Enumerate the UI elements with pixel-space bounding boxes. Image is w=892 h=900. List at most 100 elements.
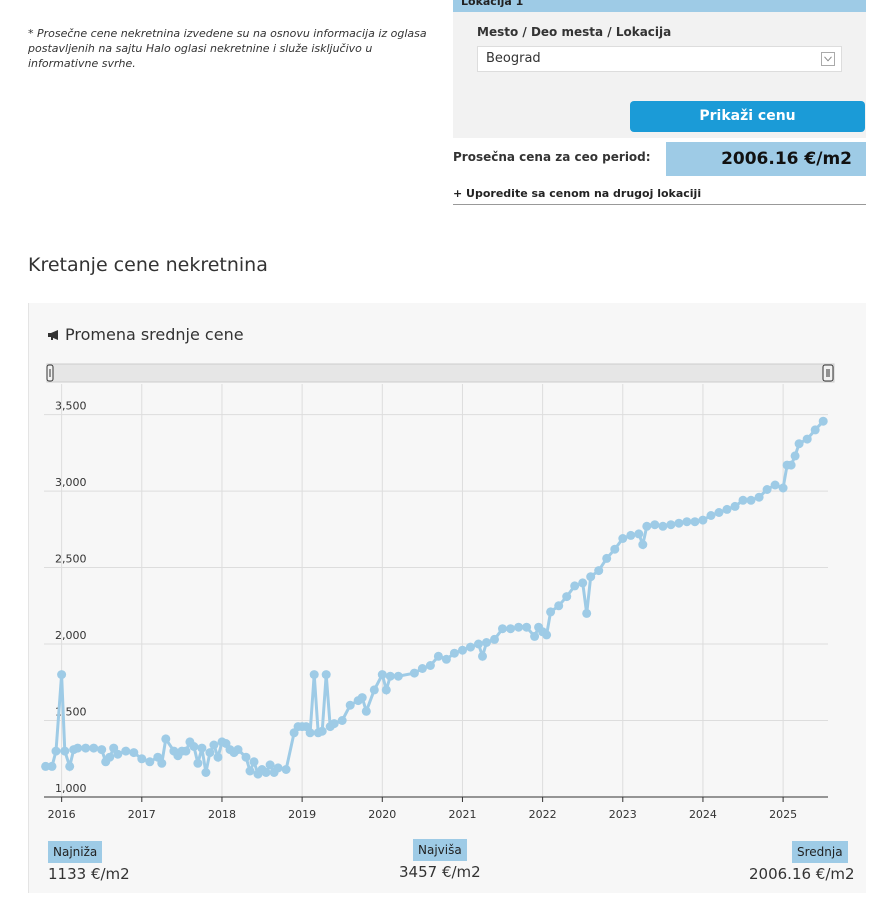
- data-point[interactable]: [714, 508, 724, 517]
- data-point[interactable]: [81, 743, 91, 753]
- data-point[interactable]: [249, 757, 259, 767]
- data-point[interactable]: [137, 754, 147, 764]
- data-point[interactable]: [586, 572, 596, 582]
- data-point[interactable]: [337, 716, 347, 725]
- data-point[interactable]: [818, 416, 828, 426]
- data-point[interactable]: [233, 745, 243, 755]
- data-point[interactable]: [666, 520, 676, 530]
- data-point[interactable]: [357, 693, 367, 703]
- data-point[interactable]: [610, 544, 620, 554]
- data-point[interactable]: [794, 439, 804, 449]
- data-point[interactable]: [205, 748, 215, 758]
- data-point[interactable]: [554, 601, 564, 611]
- data-point[interactable]: [790, 451, 800, 461]
- navigator-bar[interactable]: [46, 363, 835, 383]
- data-point[interactable]: [241, 752, 251, 762]
- data-point[interactable]: [409, 668, 419, 678]
- data-point[interactable]: [441, 654, 451, 664]
- data-point[interactable]: [638, 540, 648, 550]
- data-point[interactable]: [265, 760, 275, 770]
- data-point[interactable]: [57, 670, 67, 680]
- location-tab[interactable]: Lokacija 1: [453, 0, 866, 12]
- data-point[interactable]: [377, 670, 387, 680]
- data-point[interactable]: [722, 504, 732, 514]
- data-point[interactable]: [321, 670, 331, 680]
- data-point[interactable]: [570, 581, 580, 591]
- data-point[interactable]: [51, 746, 61, 756]
- data-point[interactable]: [490, 634, 499, 644]
- data-point[interactable]: [530, 631, 540, 641]
- data-point[interactable]: [73, 743, 83, 753]
- data-point[interactable]: [213, 752, 223, 762]
- navigator-handle-right[interactable]: [822, 364, 834, 382]
- data-point[interactable]: [201, 768, 211, 777]
- data-point[interactable]: [369, 685, 379, 695]
- data-point[interactable]: [594, 566, 604, 576]
- data-point[interactable]: [810, 425, 820, 435]
- data-point[interactable]: [433, 651, 443, 661]
- data-point[interactable]: [345, 700, 355, 710]
- data-point[interactable]: [674, 518, 684, 528]
- data-point[interactable]: [89, 743, 99, 753]
- data-point[interactable]: [193, 758, 203, 768]
- data-point[interactable]: [506, 624, 516, 634]
- data-point[interactable]: [690, 517, 700, 527]
- data-point[interactable]: [474, 639, 483, 649]
- data-point[interactable]: [466, 642, 475, 652]
- data-point[interactable]: [498, 624, 507, 634]
- chevron-down-icon[interactable]: [821, 52, 835, 66]
- data-point[interactable]: [245, 766, 255, 776]
- data-point[interactable]: [618, 534, 628, 543]
- data-point[interactable]: [105, 752, 115, 762]
- data-point[interactable]: [738, 495, 748, 505]
- data-point[interactable]: [181, 746, 191, 756]
- data-point[interactable]: [770, 480, 780, 490]
- data-point[interactable]: [650, 520, 660, 530]
- data-point[interactable]: [746, 495, 756, 505]
- data-point[interactable]: [634, 529, 644, 539]
- data-point[interactable]: [305, 728, 315, 738]
- data-point[interactable]: [161, 734, 171, 744]
- data-point[interactable]: [425, 661, 435, 670]
- data-point[interactable]: [385, 671, 395, 681]
- data-point[interactable]: [113, 749, 123, 759]
- data-point[interactable]: [47, 761, 57, 771]
- data-point[interactable]: [309, 670, 319, 680]
- data-point[interactable]: [478, 651, 487, 661]
- data-point[interactable]: [802, 434, 812, 444]
- data-point[interactable]: [97, 745, 107, 755]
- compare-location-link[interactable]: + Uporedite sa cenom na drugoj lokaciji: [453, 187, 866, 205]
- data-point[interactable]: [281, 765, 291, 774]
- data-point[interactable]: [546, 607, 556, 617]
- data-point[interactable]: [754, 492, 764, 502]
- data-point[interactable]: [209, 740, 219, 750]
- data-point[interactable]: [393, 671, 403, 681]
- data-point[interactable]: [189, 742, 199, 751]
- data-point[interactable]: [121, 746, 131, 756]
- data-point[interactable]: [730, 501, 740, 511]
- data-point[interactable]: [129, 748, 139, 758]
- data-point[interactable]: [60, 746, 70, 756]
- show-price-button[interactable]: Prikaži cenu: [630, 101, 865, 132]
- data-point[interactable]: [642, 521, 652, 531]
- data-point[interactable]: [317, 726, 327, 736]
- navigator-handle-left[interactable]: [46, 364, 54, 382]
- data-point[interactable]: [458, 645, 467, 655]
- data-point[interactable]: [562, 592, 572, 602]
- data-point[interactable]: [682, 517, 692, 527]
- data-point[interactable]: [41, 761, 51, 771]
- data-point[interactable]: [197, 743, 207, 753]
- data-point[interactable]: [449, 648, 459, 658]
- data-point[interactable]: [762, 485, 772, 494]
- data-point[interactable]: [522, 622, 532, 632]
- data-point[interactable]: [65, 761, 75, 771]
- data-point[interactable]: [542, 630, 552, 640]
- data-point[interactable]: [361, 706, 371, 716]
- data-point[interactable]: [145, 757, 155, 767]
- data-point[interactable]: [582, 608, 592, 618]
- data-point[interactable]: [778, 483, 788, 493]
- data-point[interactable]: [514, 622, 524, 632]
- data-point[interactable]: [698, 515, 708, 525]
- data-point[interactable]: [626, 530, 636, 540]
- data-point[interactable]: [329, 719, 339, 729]
